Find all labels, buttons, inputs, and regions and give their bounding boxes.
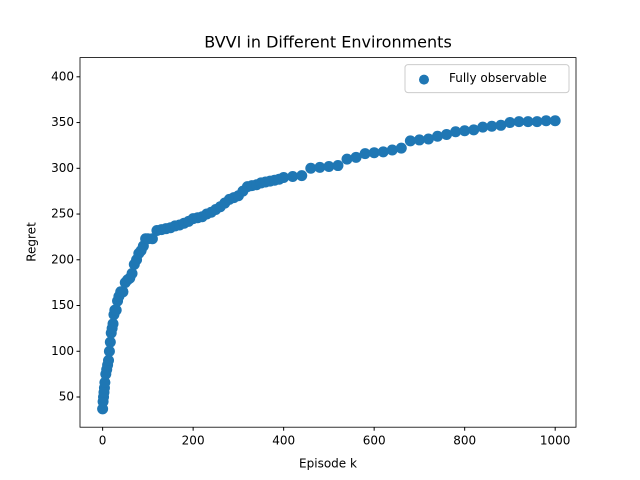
- legend-label: Fully observable: [449, 71, 547, 85]
- point: [103, 354, 115, 366]
- point: [296, 170, 308, 182]
- point: [359, 148, 371, 160]
- legend-box: [404, 64, 570, 94]
- y-tick-label: 300: [51, 161, 74, 175]
- point: [278, 171, 290, 183]
- point: [314, 161, 326, 173]
- point: [126, 268, 138, 280]
- x-tick-label: 400: [272, 434, 295, 448]
- point: [104, 336, 116, 348]
- legend-marker: [419, 74, 429, 85]
- point: [422, 133, 434, 145]
- y-tick-label: 250: [51, 207, 74, 221]
- point: [477, 121, 489, 133]
- point: [404, 135, 416, 147]
- y-tick-label: 400: [51, 69, 74, 83]
- point: [332, 160, 344, 172]
- point: [110, 304, 122, 316]
- plot-frame: [79, 57, 577, 428]
- point: [117, 286, 129, 298]
- point: [513, 116, 525, 128]
- y-tick-label: 150: [51, 298, 74, 312]
- x-tick-label: 600: [363, 434, 386, 448]
- y-tick-label: 50: [59, 390, 74, 404]
- x-tick-label: 0: [99, 434, 107, 448]
- point: [323, 160, 335, 172]
- point: [305, 162, 317, 174]
- y-tick-label: 100: [51, 344, 74, 358]
- point: [432, 130, 444, 142]
- point: [341, 153, 353, 165]
- point: [549, 115, 561, 127]
- point: [377, 146, 389, 158]
- point: [350, 151, 362, 163]
- point: [486, 120, 498, 132]
- x-tick-label: 200: [182, 434, 205, 448]
- point: [522, 116, 534, 128]
- point: [531, 116, 543, 128]
- point: [107, 318, 119, 330]
- x-tick-label: 1000: [540, 434, 571, 448]
- y-tick-label: 200: [51, 252, 74, 266]
- point: [99, 376, 111, 388]
- y-axis-label: Regret: [25, 222, 39, 262]
- x-tick-label: 800: [453, 434, 476, 448]
- y-tick-label: 350: [51, 115, 74, 129]
- chart-title: BVVI in Different Environments: [204, 33, 452, 52]
- point: [450, 126, 462, 138]
- point: [146, 233, 158, 245]
- point: [386, 144, 398, 156]
- point: [103, 345, 115, 357]
- point: [468, 124, 480, 136]
- point: [441, 128, 453, 140]
- point: [495, 119, 507, 131]
- point: [368, 147, 380, 159]
- point: [504, 117, 516, 129]
- point: [287, 171, 299, 183]
- point: [459, 125, 471, 137]
- point: [540, 115, 552, 127]
- point: [413, 134, 425, 146]
- x-axis-label: Episode k: [299, 457, 357, 471]
- point: [395, 142, 407, 154]
